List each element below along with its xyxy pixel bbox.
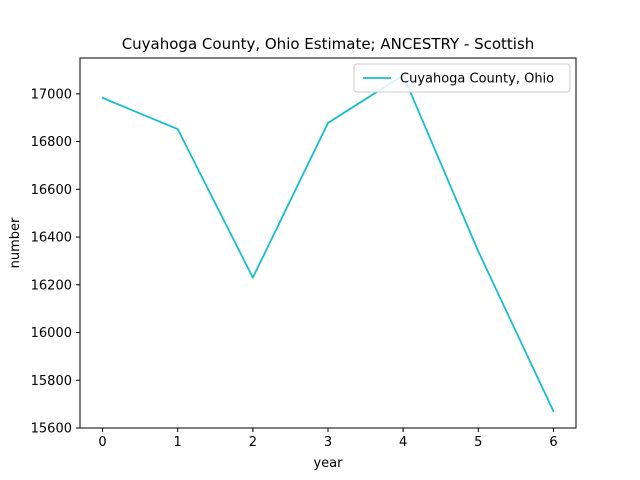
y-tick-label: 15800	[31, 374, 72, 389]
y-axis-ticks: 15600 15800 16000 16200 16400 16600 16800 17000	[31, 87, 80, 437]
plot-frame	[79, 57, 577, 429]
y-tick-label: 17000	[31, 87, 72, 102]
y-tick-label: 16000	[31, 326, 72, 341]
x-tick-label: 6	[549, 435, 557, 450]
x-axis-label: year	[313, 456, 343, 471]
x-tick-label: 1	[174, 435, 182, 450]
x-axis-ticks: 0 1 2 3 4 5 6	[98, 428, 558, 450]
series-lines	[101, 74, 555, 413]
data-point	[327, 122, 329, 124]
y-axis-label: number	[8, 217, 23, 268]
legend-box	[353, 63, 571, 93]
data-point	[176, 128, 179, 131]
x-tick-label: 0	[98, 435, 106, 450]
y-tick-label: 15600	[31, 422, 72, 437]
data-point	[552, 410, 555, 413]
x-tick-label: 4	[399, 435, 407, 450]
legend: Cuyahoga County, Ohio	[353, 63, 571, 93]
x-tick-label: 3	[324, 435, 332, 450]
y-tick-label: 16600	[31, 183, 72, 198]
x-tick-label: 2	[249, 435, 257, 450]
data-point	[101, 96, 104, 99]
legend-label: Cuyahoga County, Ohio	[400, 72, 554, 87]
y-tick-label: 16200	[31, 278, 72, 293]
plot-area: 0 1 2 3 4 5 6 15600 15800 16000 16200 16400 16600 16…	[31, 57, 577, 450]
y-tick-label: 16800	[31, 135, 72, 150]
data-point	[251, 276, 254, 279]
data-point	[477, 250, 480, 253]
y-tick-label: 16400	[31, 231, 72, 246]
chart-title: Cuyahoga County, Ohio Estimate; ANCESTRY…	[122, 35, 535, 53]
x-tick-label: 5	[474, 435, 482, 450]
